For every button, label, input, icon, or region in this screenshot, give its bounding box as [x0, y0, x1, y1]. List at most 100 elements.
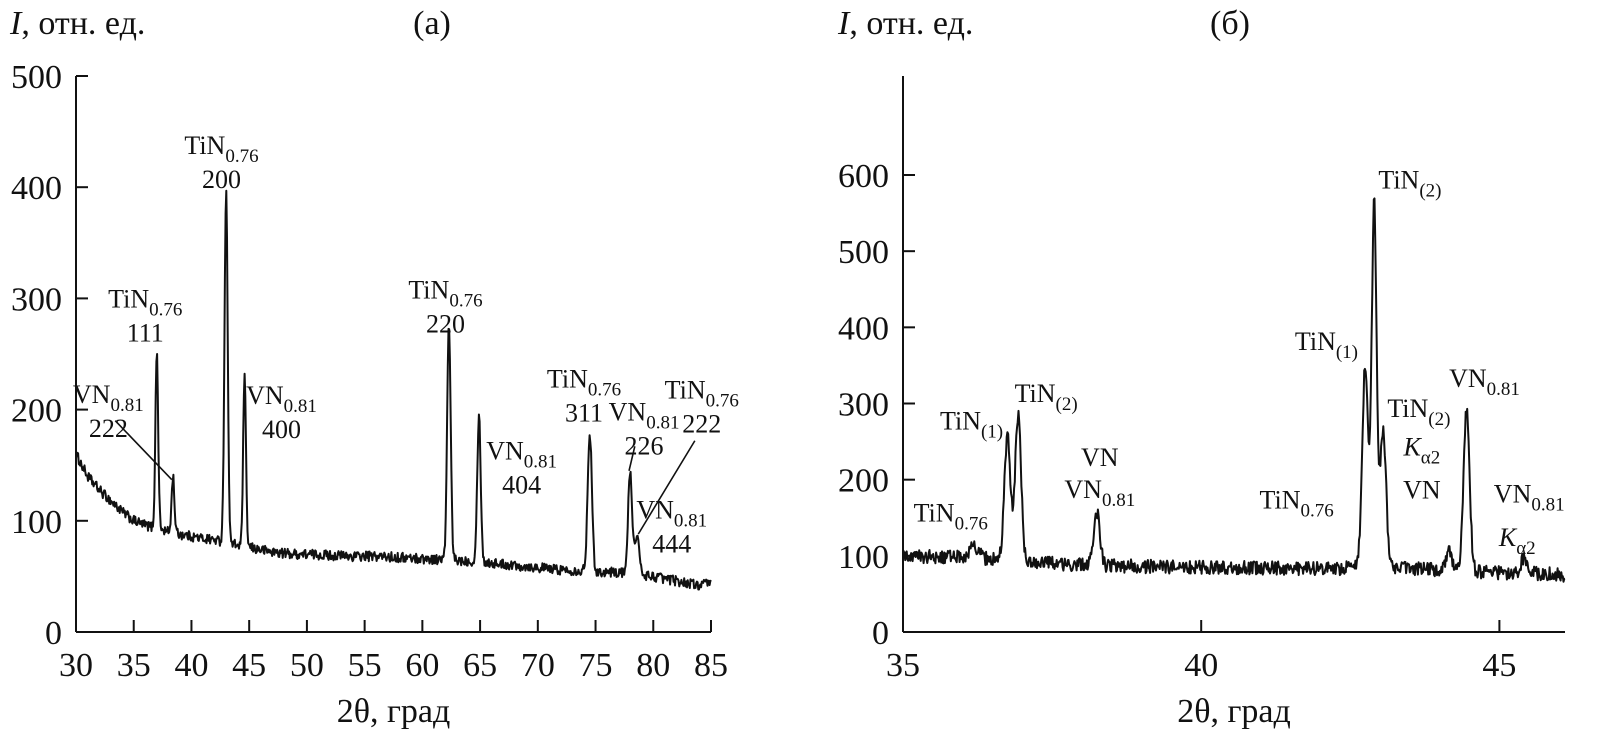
peak-label: Kα2 [1498, 523, 1536, 559]
peak-label: VN0.81 [486, 437, 557, 473]
peak-phase: TiN [1015, 379, 1056, 408]
y-tick-label: 400 [11, 170, 62, 207]
peak-subscript: 0.81 [110, 395, 143, 416]
peak-subscript: α2 [1421, 447, 1440, 468]
peak-label: TiN0.76 [1260, 486, 1334, 522]
peak-phase: VN [1403, 476, 1441, 505]
peak-label: VN0.81 [1494, 480, 1565, 516]
x-tick-label: 30 [59, 647, 93, 684]
peak-hkl: 220 [426, 309, 465, 338]
peak-label: VN0.81 [246, 381, 317, 417]
x-axis-label: 2θ, град [337, 693, 451, 730]
peak-label: VN0.81 [636, 496, 707, 532]
y-tick-label: 500 [838, 234, 889, 271]
diffraction-curve [75, 189, 712, 591]
peak-subscript: 0.81 [1487, 379, 1520, 400]
peak-label: TiN(2) [1387, 394, 1450, 430]
peak-subscript: (2) [1419, 181, 1441, 202]
leader-line [628, 446, 636, 471]
peak-label: TiN0.76 [108, 284, 182, 320]
x-tick-label: 60 [405, 647, 439, 684]
y-tick-label: 500 [11, 59, 62, 96]
y-tick-label: 300 [11, 281, 62, 318]
x-tick-label: 45 [1482, 647, 1516, 684]
x-tick-label: 45 [232, 647, 266, 684]
peak-subscript: (2) [1056, 394, 1078, 415]
peak-hkl: 311 [565, 398, 603, 427]
peak-label: TiN(2) [1015, 379, 1078, 415]
peak-phase: TiN [914, 499, 955, 528]
y-axis-label: I, отн. ед. [9, 5, 145, 42]
chart-panel-b: I, отн. ед. (б) 0 100 200 300 400 500 600 35 40 45 2… [837, 5, 1566, 730]
peak-label: TiN(1) [1295, 327, 1358, 363]
peak-phase: TiN [547, 364, 588, 393]
peak-hkl: 400 [262, 415, 301, 444]
peak-label: TiN(2) [1378, 166, 1441, 202]
peak-subscript: 0.76 [225, 146, 258, 167]
peak-subscript: 0.81 [1102, 490, 1135, 511]
peak-subscript: 0.76 [588, 379, 621, 400]
peak-phase: K [1498, 523, 1518, 552]
y-tick-label: 400 [838, 310, 889, 347]
peak-phase: TiN [1295, 327, 1336, 356]
peak-hkl: 222 [89, 414, 128, 443]
x-tick-label: 40 [174, 647, 208, 684]
x-tick-label: 75 [579, 647, 613, 684]
peak-phase: TiN [1387, 394, 1428, 423]
peak-phase: TiN [1260, 486, 1301, 515]
peak-label: TiN(1) [940, 406, 1003, 442]
peak-phase: TiN [665, 375, 706, 404]
peak-phase: TiN [408, 275, 449, 304]
x-tick-label: 65 [463, 647, 497, 684]
peak-label: VN0.81 [1449, 364, 1520, 400]
x-tick-label: 35 [117, 647, 151, 684]
peak-subscript: 0.81 [284, 396, 317, 417]
peak-subscript: 0.76 [955, 514, 988, 535]
peak-hkl: 444 [652, 530, 691, 559]
peak-label: VN0.81 [1064, 475, 1135, 511]
peak-subscript: 0.81 [646, 413, 679, 434]
y-axis-label: I, отн. ед. [837, 5, 973, 42]
peak-subscript: α2 [1516, 538, 1535, 559]
y-tick-label: 0 [45, 615, 62, 652]
y-tick-label: 300 [838, 387, 889, 424]
peak-phase: VN [636, 496, 674, 525]
peak-hkl: 226 [625, 432, 664, 461]
peak-subscript: 0.76 [1300, 501, 1333, 522]
peak-phase: TiN [184, 131, 225, 160]
x-tick-label: 55 [348, 647, 382, 684]
x-tick-label: 40 [1184, 647, 1218, 684]
peak-phase: TiN [940, 406, 981, 435]
panel-label: (б) [1210, 5, 1250, 42]
peak-label: Kα2 [1402, 432, 1440, 468]
peak-label: TiN0.76 [665, 375, 739, 411]
peak-phase: VN [73, 380, 111, 409]
leader-line [114, 420, 173, 481]
peak-subscript: 0.81 [1531, 495, 1564, 516]
peak-phase: VN [246, 381, 284, 410]
peak-subscript: (1) [1336, 342, 1358, 363]
y-tick-label: 0 [872, 615, 889, 652]
peak-phase: VN [1064, 475, 1102, 504]
peak-phase: VN [486, 437, 524, 466]
y-tick-label: 600 [838, 158, 889, 195]
peak-label: TiN0.76 [184, 131, 258, 167]
peak-phase: VN [1494, 480, 1532, 509]
peak-phase: VN [1449, 364, 1487, 393]
peak-subscript: 0.76 [149, 299, 182, 320]
y-tick-label: 100 [11, 504, 62, 541]
peak-subscript: 0.81 [674, 511, 707, 532]
y-tick-label: 100 [838, 539, 889, 576]
diffraction-curve [902, 197, 1566, 583]
peak-subscript: (2) [1428, 409, 1450, 430]
peak-hkl: 111 [127, 318, 164, 347]
x-tick-label: 50 [290, 647, 324, 684]
peak-phase: TiN [1378, 166, 1419, 195]
peak-hkl: 200 [202, 165, 241, 194]
peak-phase: K [1402, 432, 1422, 461]
peak-subscript: 0.76 [449, 290, 482, 311]
peak-label: TiN0.76 [914, 499, 988, 535]
x-tick-label: 80 [636, 647, 670, 684]
